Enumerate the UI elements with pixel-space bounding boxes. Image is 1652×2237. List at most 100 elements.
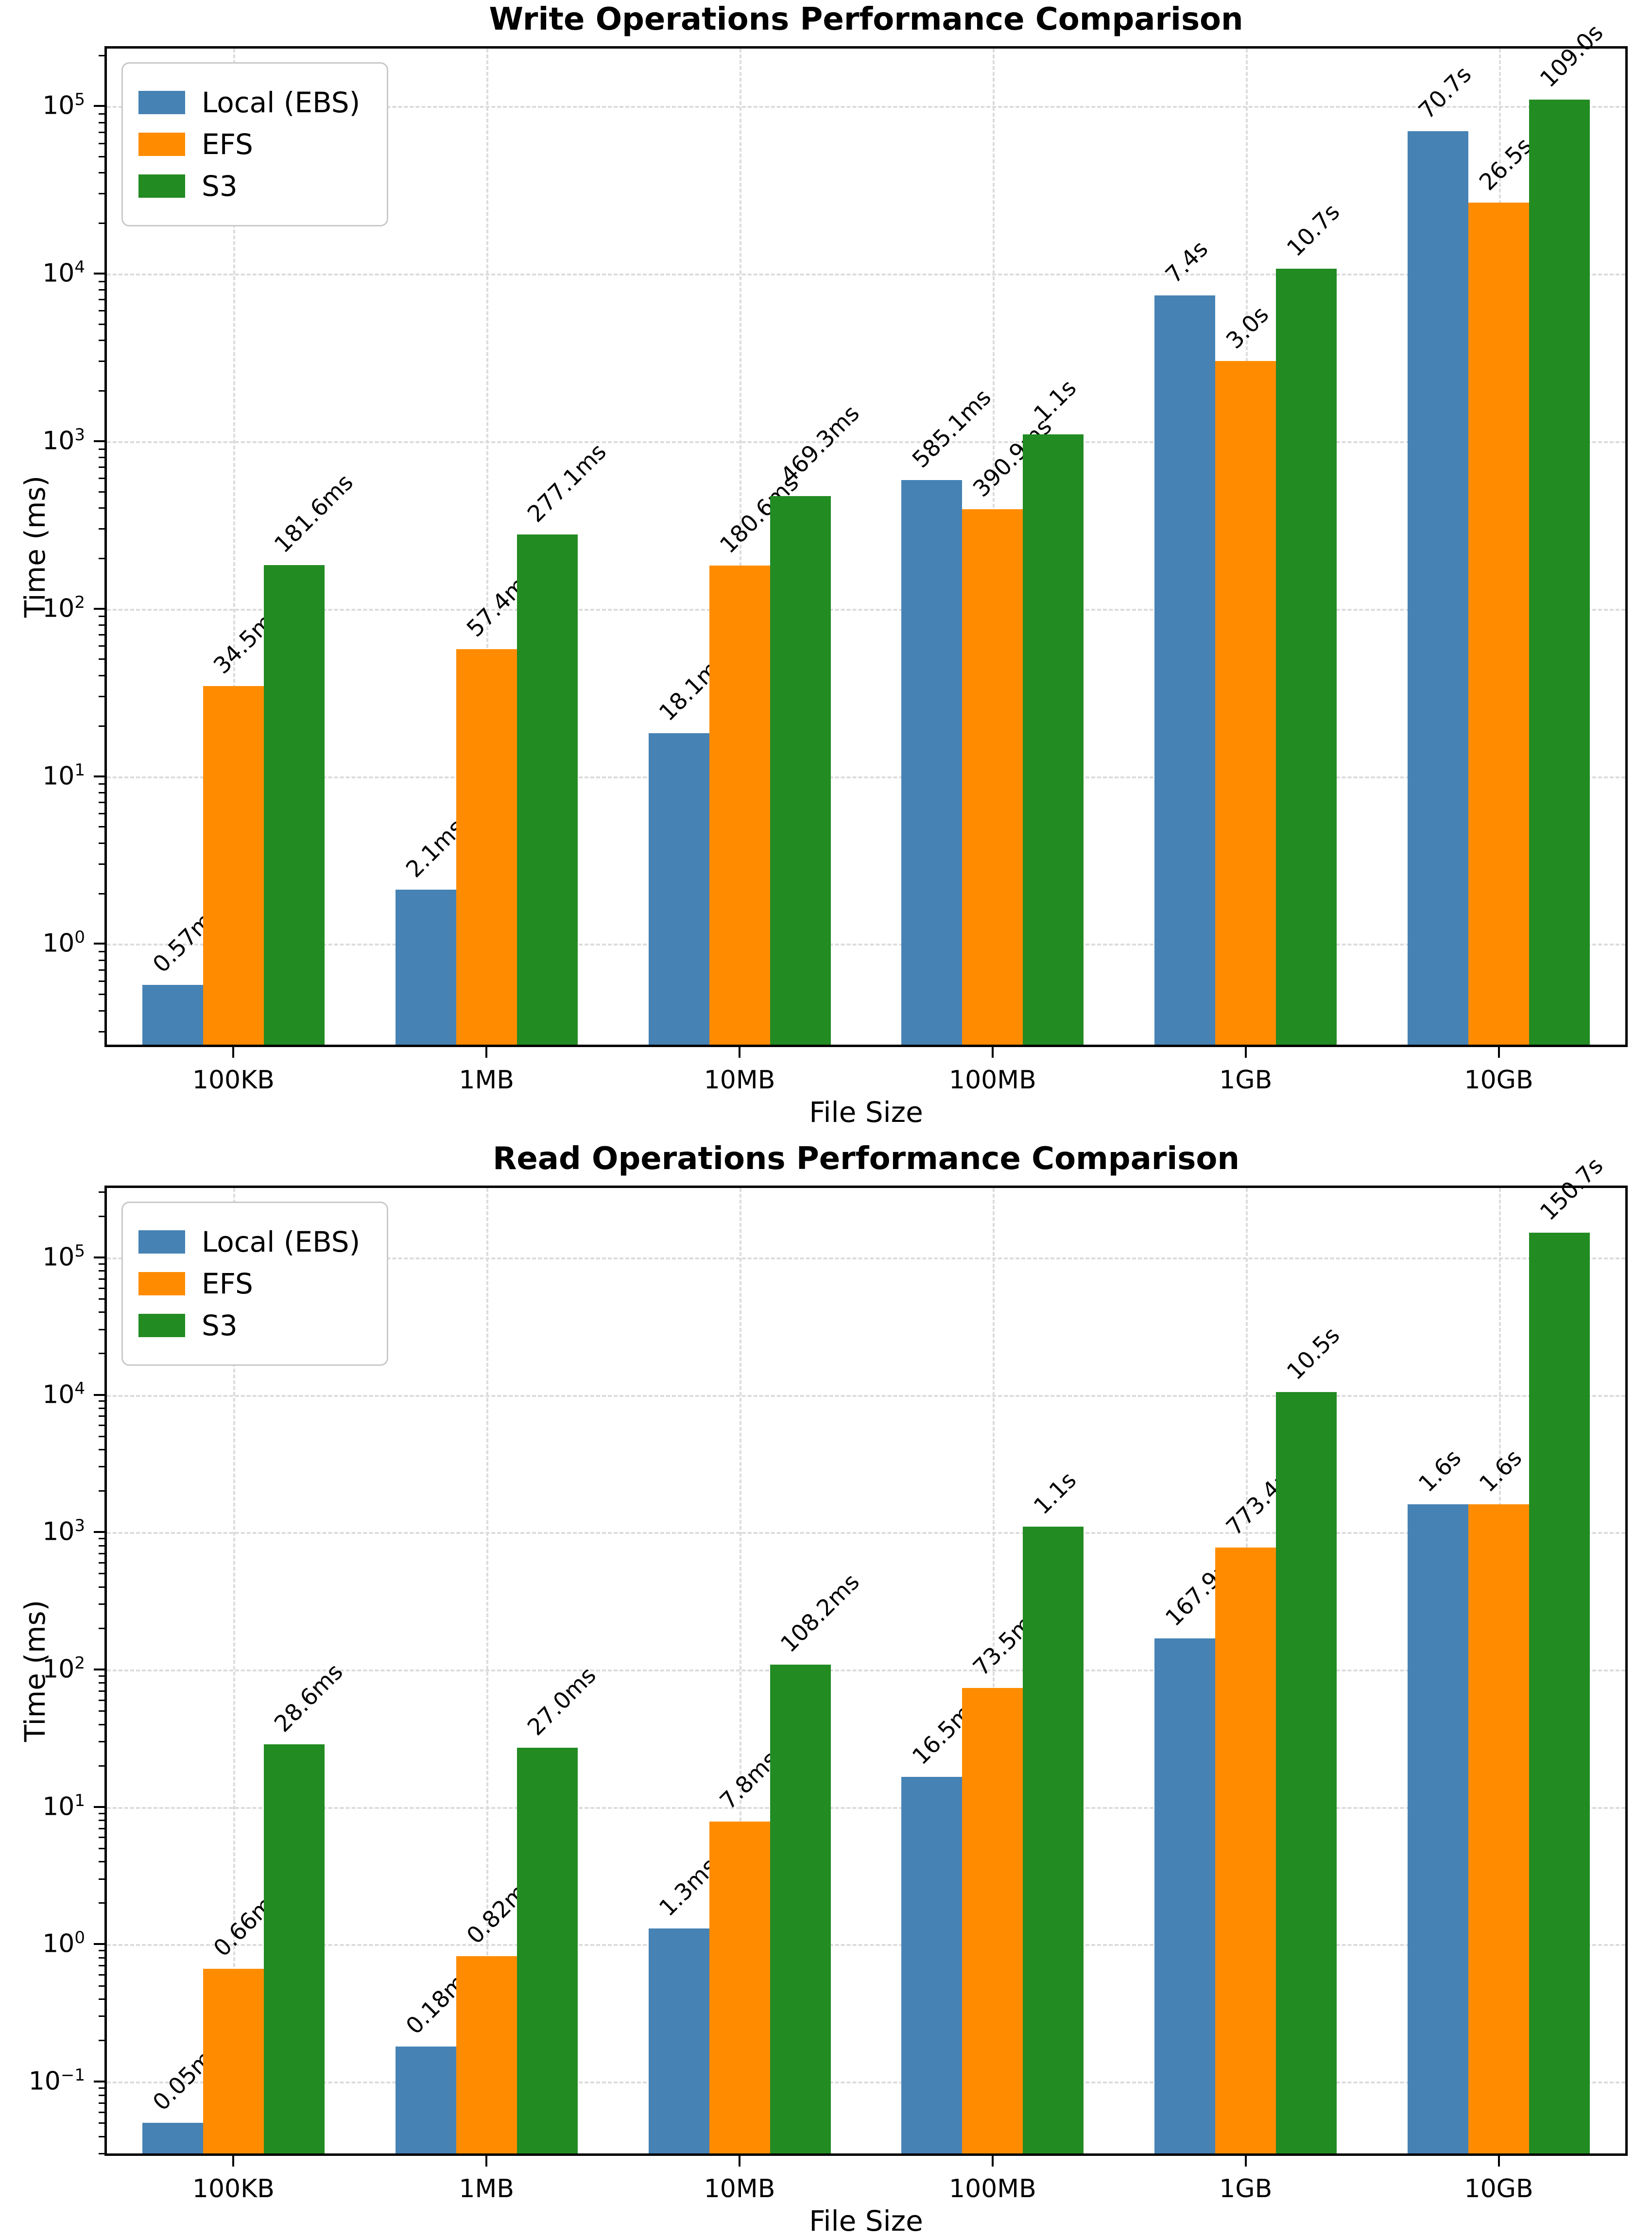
bar-value-label: 108.2ms [775,1568,865,1658]
x-tick-label: 100KB [192,2174,275,2203]
y-minor-tick-mark [99,121,104,123]
x-tick-label: 1MB [459,2174,515,2203]
y-minor-tick-mark [99,507,104,509]
y-minor-tick-mark [99,813,104,815]
y-minor-tick-mark [99,340,104,342]
y-gridline [107,1532,1625,1534]
bar-local-ebs [648,733,709,1045]
y-minor-tick-mark [99,1287,104,1289]
y-tick-mark [94,775,104,777]
x-tick-mark [232,1047,235,1058]
y-gridline [107,608,1625,611]
y-minor-tick-mark [99,2040,104,2042]
y-tick-mark [94,2081,104,2083]
y-tick-mark [94,1531,104,1533]
y-minor-tick-mark [99,1215,104,1217]
legend-item: Local (EBS) [138,86,360,119]
y-minor-tick-mark [99,1400,104,1402]
bar-value-label: 585.1ms [907,384,997,474]
y-minor-tick-mark [99,842,104,844]
y-minor-tick-mark [99,1812,104,1814]
y-minor-tick-mark [99,1311,104,1313]
x-tick-mark [1244,2156,1247,2167]
bar-value-label: 1.1s [1029,1466,1082,1520]
y-minor-tick-mark [99,624,104,626]
bar-efs [203,1969,264,2153]
bar-efs [1468,1504,1530,2153]
y-tick-label: 104 [42,257,85,288]
y-minor-tick-mark [99,193,104,195]
bar-local-ebs [901,480,963,1045]
y-minor-tick-mark [99,994,104,996]
y-tick-label: 104 [42,1378,85,1409]
legend-item: EFS [138,128,360,161]
y-minor-tick-mark [99,893,104,895]
y-minor-tick-mark [99,528,104,530]
bar-s3 [1023,434,1084,1045]
y-gridline [107,1944,1625,1946]
bar-local-ebs [1154,1638,1216,2153]
bar-value-label: 27.0ms [522,1662,602,1741]
x-tick-label: 100MB [949,1066,1036,1095]
bar-efs [203,686,264,1045]
y-minor-tick-mark [99,2122,104,2124]
y-tick-label: 101 [42,760,85,791]
y-minor-tick-mark [99,466,104,468]
legend-label: S3 [202,1309,238,1342]
y-minor-tick-mark [99,1861,104,1863]
x-tick-mark [991,2156,994,2167]
bar-efs [1215,361,1276,1045]
y-minor-tick-mark [99,361,104,362]
y-minor-tick-mark [99,1765,104,1767]
bar-value-label: 1.6s [1474,1444,1527,1497]
x-tick-label: 10GB [1464,2174,1533,2203]
bar-s3 [516,1747,578,2153]
x-tick-mark [1244,1047,1247,1058]
bar-value-label: 7.4s [1160,235,1213,289]
y-tick-mark [94,1806,104,1808]
x-tick-label: 10GB [1464,1066,1533,1095]
bar-local-ebs [395,2046,456,2153]
x-gridline [486,1188,489,2153]
y-minor-tick-mark [99,1690,104,1692]
bar-local-ebs [395,890,456,1045]
bar-efs [1215,1547,1276,2153]
y-minor-tick-mark [99,959,104,961]
x-gridline [740,1188,742,2153]
bar-local-ebs [1408,131,1469,1045]
bar-local-ebs [901,1777,963,2153]
legend: Local (EBS) EFS S3 [121,62,389,226]
bar-s3 [263,1744,325,2153]
y-gridline [107,1257,1625,1259]
y-minor-tick-mark [99,695,104,697]
bar-s3 [1276,1392,1337,2153]
y-minor-tick-mark [99,142,104,144]
y-minor-tick-mark [99,1902,104,1904]
bar-value-label: 1.6s [1413,1444,1466,1497]
bar-value-label: 10.7s [1281,198,1345,262]
y-gridline [107,776,1625,778]
x-gridline [740,49,742,1045]
y-tick-mark [94,1256,104,1258]
y-tick-mark [94,1668,104,1670]
x-gridline [486,49,489,1045]
y-minor-tick-mark [99,1263,104,1265]
y-minor-tick-mark [99,1699,104,1701]
y-minor-tick-mark [99,2015,104,2017]
y-tick-label: 101 [42,1790,85,1822]
y-gridline [107,441,1625,443]
bar-value-label: 10.5s [1281,1322,1345,1385]
x-tick-label: 1GB [1219,1066,1273,1095]
y-minor-tick-mark [99,616,104,618]
y-tick-mark [94,272,104,275]
y-gridline [107,2082,1625,2084]
y-minor-tick-mark [99,1328,104,1330]
plot-area: 0.57ms 34.5ms 181.6ms 2.1ms 57.4ms 277.1ms 18.… [104,19,1628,1047]
legend-swatch-s3 [138,174,185,198]
y-minor-tick-mark [99,2087,104,2089]
y-minor-tick-mark [99,1675,104,1677]
y-minor-tick-mark [99,1957,104,1959]
bar-value-label: 3.0s [1221,301,1274,355]
y-minor-tick-mark [99,1837,104,1839]
y-minor-tick-mark [99,1031,104,1032]
